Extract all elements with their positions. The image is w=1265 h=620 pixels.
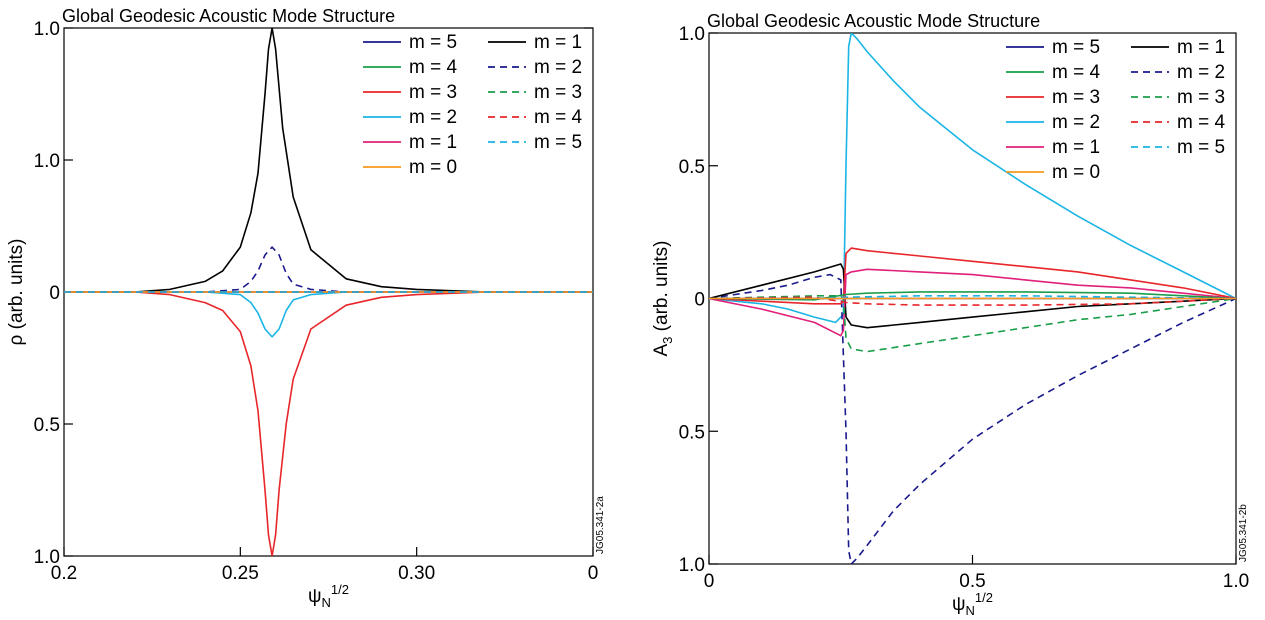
right-x-tick-label: 0 xyxy=(704,571,715,592)
left-x-tick-label: 0.2 xyxy=(51,563,77,584)
left-x-tick-label: 0 xyxy=(588,563,599,584)
left-x-tick-label: 0.25 xyxy=(222,563,259,584)
right-legend-label: m = 1 xyxy=(1052,137,1100,158)
left-legend-label: m = 1 xyxy=(409,132,457,153)
right-series-group xyxy=(709,33,1236,564)
right-series-line xyxy=(709,268,1236,337)
right-y-tick-label: 1.0 xyxy=(679,555,705,576)
right-x-axis-label: ψN1/2 xyxy=(952,590,993,618)
right-legend-label: m = 4 xyxy=(1052,62,1100,83)
left-legend-label: m = 5 xyxy=(534,132,582,153)
left-x-tick-label: 0.30 xyxy=(398,563,435,584)
left-legend-label: m = 5 xyxy=(409,32,457,53)
left-legend-label: m = 0 xyxy=(409,157,457,178)
left-legend-label: m = 4 xyxy=(534,107,582,128)
right-series-line xyxy=(709,247,1236,305)
right-y-axis-label: A3 (arb. units) xyxy=(651,240,675,356)
left-legend-label: m = 2 xyxy=(534,57,582,78)
left-y-tick-label: 1.0 xyxy=(34,547,60,568)
left-watermark: JG05.341-2a xyxy=(595,496,606,554)
right-y-tick-label: 0.5 xyxy=(679,422,705,443)
right-series-line xyxy=(709,273,1236,564)
right-x-tick-label: 0.5 xyxy=(959,571,985,592)
left-legend-label: m = 1 xyxy=(534,32,582,53)
left-legend-label: m = 3 xyxy=(534,82,582,103)
right-legend-label: m = 0 xyxy=(1052,162,1100,183)
right-legend-label: m = 2 xyxy=(1052,112,1100,133)
left-y-tick-label: 1.0 xyxy=(34,19,60,40)
right-x-tick-label: 1.0 xyxy=(1223,571,1249,592)
left-y-tick-label: 1.0 xyxy=(34,151,60,172)
right-y-tick-label: 0 xyxy=(694,290,705,311)
left-series-line xyxy=(64,246,593,293)
left-series-line xyxy=(64,291,593,338)
right-y-tick-label: 0.5 xyxy=(679,157,705,178)
right-watermark: JG05.341-2b xyxy=(1238,504,1249,562)
right-legend-label: m = 3 xyxy=(1052,87,1100,108)
right-y-tick-label: 1.0 xyxy=(679,24,705,45)
right-chart-title: Global Geodesic Acoustic Mode Structure xyxy=(707,11,1040,31)
left-series-line xyxy=(64,291,593,556)
right-series-line xyxy=(709,295,1236,353)
left-legend-label: m = 4 xyxy=(409,57,457,78)
right-series-line xyxy=(709,295,1236,300)
right-legend-label: m = 3 xyxy=(1177,87,1225,108)
chart-right-a3: Global Geodesic Acoustic Mode Structure1… xyxy=(651,11,1249,618)
right-legend-label: m = 1 xyxy=(1177,37,1225,58)
left-y-axis-label: ρ (arb. units) xyxy=(6,239,27,346)
right-legend-label: m = 5 xyxy=(1177,137,1225,158)
left-chart-title: Global Geodesic Acoustic Mode Structure xyxy=(62,6,395,26)
right-legend-label: m = 4 xyxy=(1177,112,1225,133)
right-series-line xyxy=(709,263,1236,329)
left-y-tick-label: 0 xyxy=(49,283,60,304)
right-series-line xyxy=(709,33,1236,324)
right-legend-label: m = 2 xyxy=(1177,62,1225,83)
left-y-tick-label: 0.5 xyxy=(34,415,60,436)
left-series-group xyxy=(64,28,593,556)
right-legend-label: m = 5 xyxy=(1052,37,1100,58)
left-x-axis-label: ψN1/2 xyxy=(308,582,349,610)
left-legend-label: m = 2 xyxy=(409,107,457,128)
left-legend-label: m = 3 xyxy=(409,82,457,103)
left-series-line xyxy=(64,28,593,293)
chart-left-rho: Global Geodesic Acoustic Mode Structure1… xyxy=(6,6,606,610)
right-series-line xyxy=(709,296,1236,306)
